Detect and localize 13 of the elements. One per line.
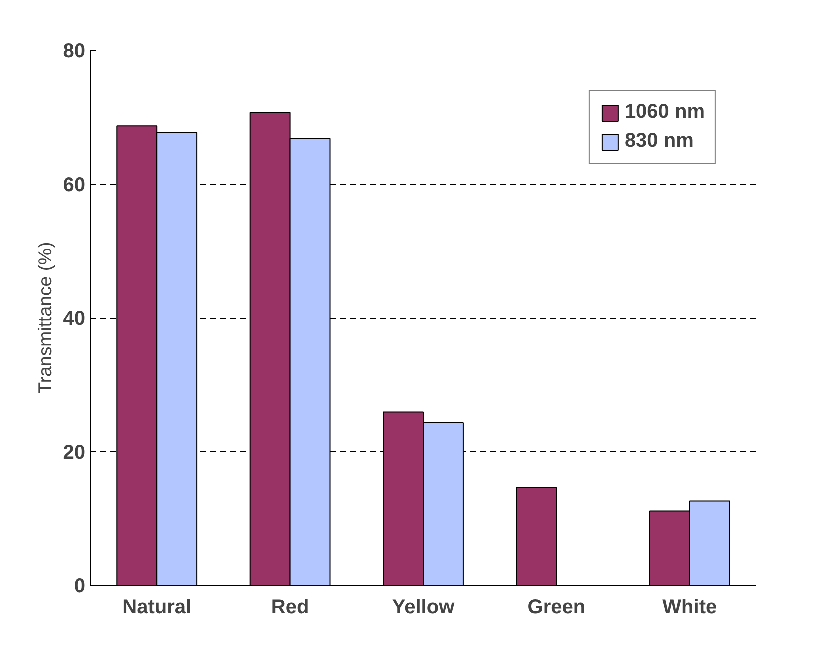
y-tick-label: 40 xyxy=(63,308,86,330)
y-tick-label: 80 xyxy=(63,40,86,62)
y-axis-title: Transmittance (%) xyxy=(34,242,56,394)
x-tick-label: Red xyxy=(271,596,310,618)
y-tick-label: 20 xyxy=(63,442,86,464)
x-tick-label: White xyxy=(662,596,718,618)
legend-label: 830 nm xyxy=(624,130,694,153)
y-tick-label: 60 xyxy=(63,174,86,196)
legend-label: 1060 nm xyxy=(624,101,705,124)
x-tick-label: Green xyxy=(528,596,586,618)
x-tick-label: Natural xyxy=(122,596,192,618)
x-tick-label: Yellow xyxy=(392,596,456,618)
y-tick-label: 0 xyxy=(74,576,86,598)
